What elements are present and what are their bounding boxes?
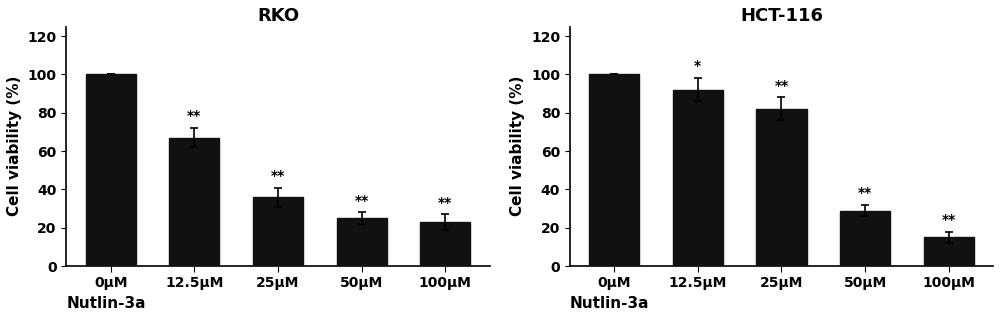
Bar [337,218,387,266]
Bar [673,90,723,266]
X-axis label: Nutlin-3a: Nutlin-3a [66,296,146,311]
Title: RKO: RKO [257,7,299,25]
Y-axis label: Cell viability (%): Cell viability (%) [7,76,22,217]
Bar [840,211,890,266]
Text: **: ** [271,169,285,183]
Y-axis label: Cell viability (%): Cell viability (%) [510,76,525,217]
Bar [589,74,639,266]
Text: *: * [694,59,701,73]
Bar [169,138,219,266]
Text: **: ** [774,79,789,93]
Title: HCT-116: HCT-116 [740,7,823,25]
Text: **: ** [438,196,452,210]
Text: **: ** [354,194,369,208]
Bar [924,237,974,266]
Text: **: ** [858,186,872,200]
Text: **: ** [187,109,201,123]
Bar [420,222,470,266]
Bar [86,74,136,266]
Text: **: ** [942,213,956,227]
X-axis label: Nutlin-3a: Nutlin-3a [570,296,649,311]
Bar [253,197,303,266]
Bar [756,109,807,266]
